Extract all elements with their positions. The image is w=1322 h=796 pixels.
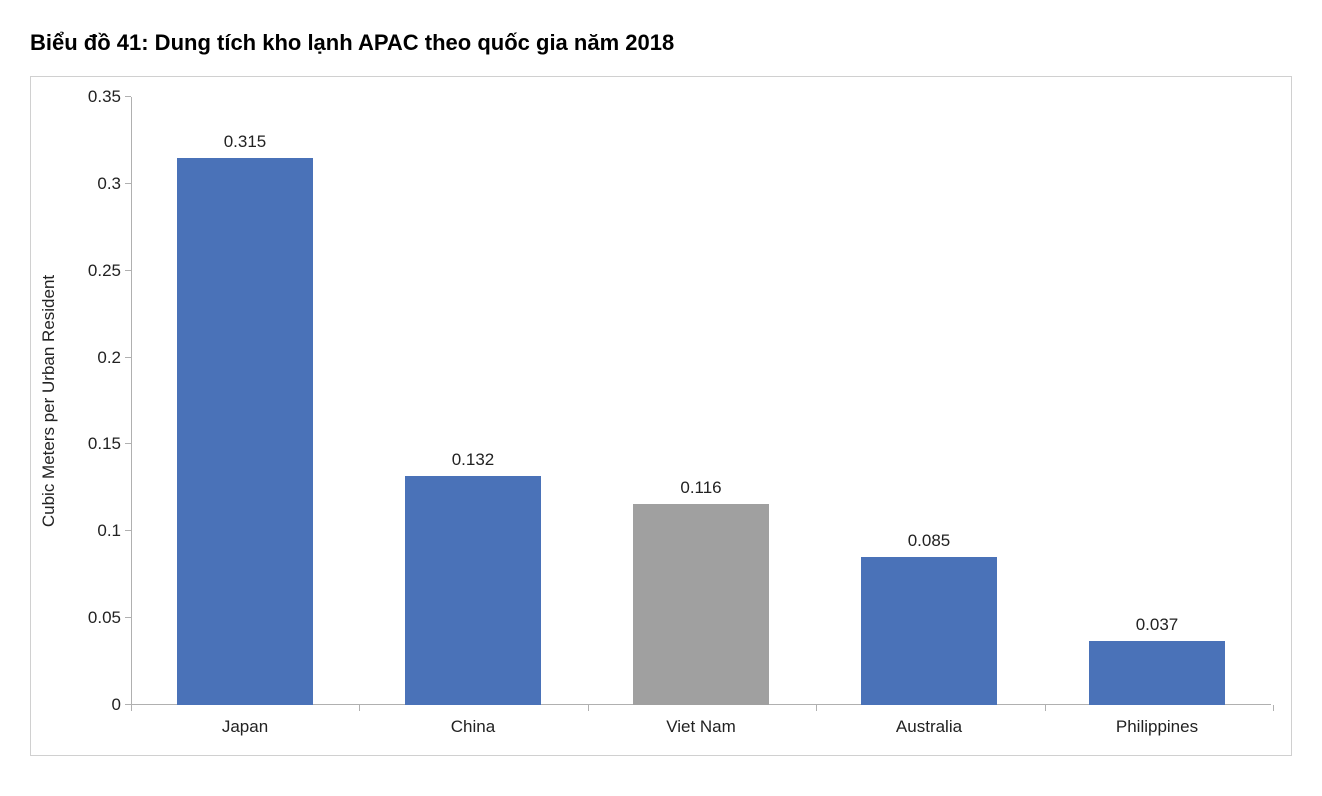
x-axis-labels: JapanChinaViet NamAustraliaPhilippines <box>131 705 1271 755</box>
y-tick-label: 0.2 <box>97 348 121 368</box>
x-tick-label: Japan <box>131 705 359 755</box>
x-tick-mark <box>1045 705 1046 711</box>
bar-slot: 0.132 <box>359 97 587 705</box>
plot-area: 0.315 0.132 0.116 0.085 0.037 <box>131 97 1271 705</box>
x-tick-label: Philippines <box>1043 705 1271 755</box>
bar <box>861 557 998 705</box>
y-tick-label: 0.05 <box>88 608 121 628</box>
bar-slot: 0.315 <box>131 97 359 705</box>
y-axis: Cubic Meters per Urban Resident 00.050.1… <box>31 97 131 705</box>
bar-value-label: 0.037 <box>1136 615 1179 635</box>
chart-plot-wrapper: Cubic Meters per Urban Resident 0 0.05 0.1… <box>30 76 1292 756</box>
x-tick-mark <box>1273 705 1274 711</box>
y-tick-label: 0.3 <box>97 174 121 194</box>
x-tick-mark <box>359 705 360 711</box>
bars-group: 0.315 0.132 0.116 0.085 0.037 <box>131 97 1271 705</box>
y-tick-label: 0.15 <box>88 434 121 454</box>
x-tick-label: Viet Nam <box>587 705 815 755</box>
chart-title: Biểu đồ 41: Dung tích kho lạnh APAC theo… <box>30 30 1292 56</box>
x-tick-mark <box>131 705 132 711</box>
x-tick-mark <box>816 705 817 711</box>
bar-value-label: 0.116 <box>680 478 721 498</box>
bar-slot: 0.085 <box>815 97 1043 705</box>
x-tick-label: Australia <box>815 705 1043 755</box>
x-tick-mark <box>588 705 589 711</box>
y-axis-label: Cubic Meters per Urban Resident <box>39 275 59 527</box>
bar-value-label: 0.132 <box>452 450 495 470</box>
bar <box>633 504 770 706</box>
y-tick-label: 0.25 <box>88 261 121 281</box>
bar-slot: 0.037 <box>1043 97 1271 705</box>
bar <box>1089 641 1226 705</box>
bar-value-label: 0.315 <box>224 132 267 152</box>
bar <box>405 476 542 705</box>
bar-slot: 0.116 <box>587 97 815 705</box>
x-tick-label: China <box>359 705 587 755</box>
y-tick-label: 0.1 <box>97 521 121 541</box>
y-tick-label: 0 <box>112 695 121 715</box>
bar-value-label: 0.085 <box>908 531 951 551</box>
bar <box>177 158 314 705</box>
y-tick-label: 0.35 <box>88 87 121 107</box>
chart-container: Biểu đồ 41: Dung tích kho lạnh APAC theo… <box>0 0 1322 796</box>
